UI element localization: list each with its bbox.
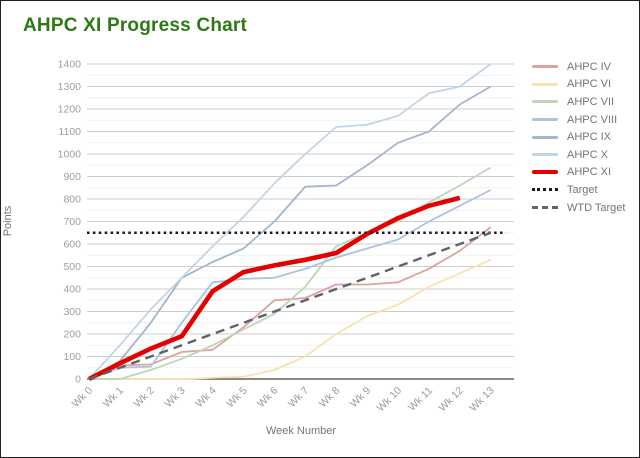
series-line-wtd-target [88, 231, 492, 381]
x-tick-label: Wk 1 [101, 385, 127, 411]
legend-item-ahpc-viii: AHPC VIII [532, 111, 625, 129]
legend-label: AHPC IV [567, 60, 612, 73]
y-axis-title: Points [2, 205, 14, 237]
legend-label: AHPC VIII [567, 113, 618, 126]
y-tick-label: 600 [63, 239, 81, 251]
legend-swatch [532, 82, 558, 86]
x-tick-label: Wk 11 [406, 385, 435, 414]
y-tick-label: 1300 [58, 81, 82, 93]
y-tick-label: 400 [63, 284, 81, 296]
legend-label: Target [567, 183, 598, 196]
y-tick-label: 100 [63, 351, 81, 363]
y-tick-label: 0 [75, 374, 81, 386]
series-line-ahpc-viii [88, 189, 492, 380]
x-tick-label: Wk 6 [255, 385, 281, 411]
legend-label: AHPC VI [567, 78, 612, 91]
y-tick-label: 1100 [58, 126, 81, 138]
legend-swatch [532, 100, 558, 104]
y-tick-label: 1200 [58, 104, 82, 116]
x-tick-label: Wk 2 [132, 385, 158, 411]
x-tick-label: Wk 10 [375, 385, 405, 415]
x-tick-label: Wk 12 [436, 385, 466, 415]
y-tick-label: 800 [63, 194, 81, 206]
legend-swatch [532, 118, 558, 122]
y-tick-label: 900 [63, 171, 81, 183]
y-tick-label: 200 [63, 329, 81, 341]
legend-item-ahpc-ix: AHPC IX [532, 128, 625, 146]
x-tick-label: Wk 7 [286, 385, 312, 411]
legend-label: AHPC X [567, 148, 608, 161]
series-line-ahpc-xi [87, 195, 461, 382]
y-tick-label: 700 [63, 216, 81, 228]
legend-label: AHPC VII [567, 95, 615, 108]
legend-item-ahpc-xi: AHPC XI [532, 164, 625, 182]
legend-item-ahpc-iv: AHPC IV [532, 58, 625, 76]
legend-label: WTD Target [567, 201, 626, 214]
x-tick-label: Wk 5 [224, 385, 250, 411]
legend-item-ahpc-vii: AHPC VII [532, 93, 625, 111]
x-tick-label: Wk 9 [348, 385, 374, 411]
legend-swatch [532, 188, 558, 192]
x-tick-label: Wk 8 [317, 385, 343, 411]
y-tick-label: 500 [63, 261, 81, 273]
y-tick-label: 1000 [58, 149, 82, 161]
legend-swatch [532, 135, 558, 139]
legend-label: AHPC XI [567, 166, 612, 179]
legend-item-ahpc-x: AHPC X [532, 146, 625, 164]
legend-item-target: Target [532, 181, 625, 199]
chart-title: AHPC XI Progress Chart [23, 15, 248, 36]
legend-label: AHPC IX [567, 131, 612, 144]
series-line-ahpc-vi [89, 258, 492, 380]
x-tick-label: Wk 13 [467, 385, 497, 415]
legend-item-wtd-target: WTD Target [532, 199, 625, 217]
chart-legend: AHPC IV AHPC VI AHPC VII AHPC VIII AHPC IX AH… [532, 58, 625, 216]
x-tick-label: Wk 0 [70, 385, 96, 411]
x-tick-label: Wk 4 [193, 385, 219, 411]
legend-item-ahpc-vi: AHPC VI [532, 76, 625, 94]
legend-swatch [532, 153, 558, 157]
y-tick-label: 1400 [58, 59, 82, 71]
legend-swatch [532, 206, 558, 210]
series-line-ahpc-ix [88, 85, 492, 380]
series-line-ahpc-x [88, 63, 492, 380]
x-axis-title: Week Number [265, 425, 337, 437]
x-tick-label: Wk 3 [162, 385, 188, 411]
y-tick-label: 300 [63, 306, 81, 318]
legend-swatch [532, 65, 558, 69]
legend-swatch [532, 170, 558, 175]
